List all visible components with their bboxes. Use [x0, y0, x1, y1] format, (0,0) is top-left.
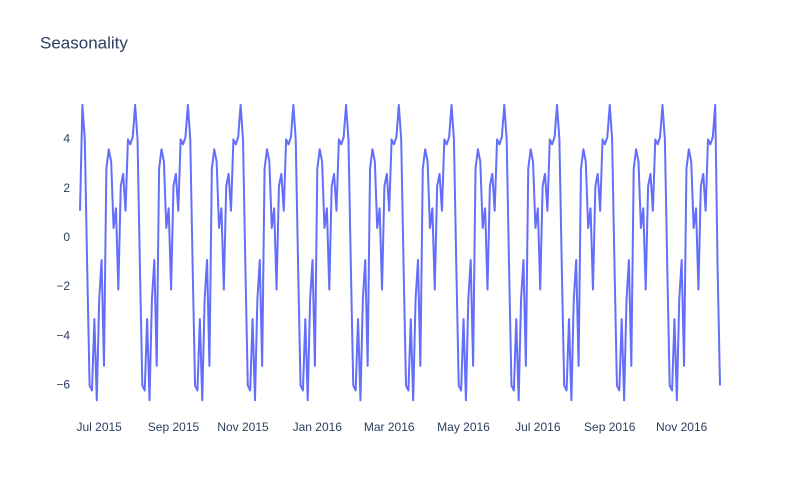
x-tick-label: Sep 2015 [148, 420, 200, 434]
y-tick-label: −2 [56, 279, 70, 293]
y-tick-label: −4 [56, 328, 70, 342]
x-tick-label: Nov 2015 [217, 420, 269, 434]
y-tick-label: 4 [63, 132, 70, 146]
x-tick-label: Sep 2016 [584, 420, 636, 434]
x-tick-label: Jul 2015 [76, 420, 122, 434]
line [79, 103, 721, 402]
x-tick-label: Jul 2016 [515, 420, 561, 434]
y-tick-label: −6 [56, 378, 70, 392]
x-tick-label: Jan 2016 [293, 420, 343, 434]
y-tick-label: 0 [63, 230, 70, 244]
x-tick-label: May 2016 [437, 420, 490, 434]
chart-title: Seasonality [40, 33, 128, 52]
x-tick-label: Nov 2016 [656, 420, 708, 434]
x-tick-label: Mar 2016 [364, 420, 415, 434]
y-tick-label: 2 [63, 181, 70, 195]
